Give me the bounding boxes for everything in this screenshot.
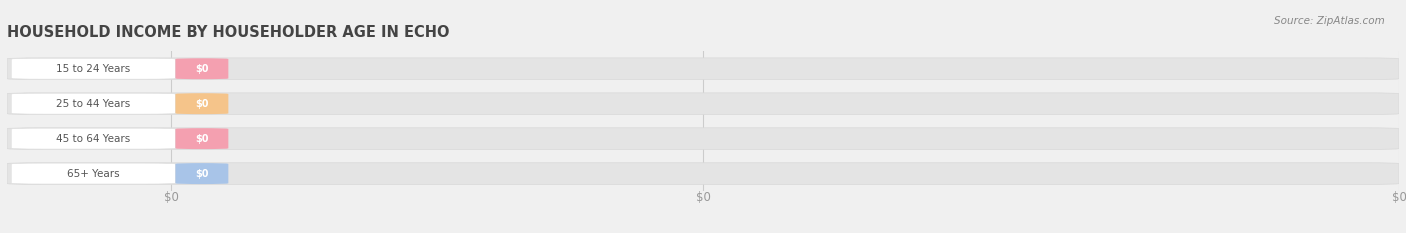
FancyBboxPatch shape [11, 58, 176, 79]
Text: $0: $0 [195, 134, 208, 144]
FancyBboxPatch shape [11, 128, 176, 149]
Text: $0: $0 [165, 191, 179, 204]
FancyBboxPatch shape [7, 93, 1399, 115]
Text: 65+ Years: 65+ Years [67, 169, 120, 178]
Text: $0: $0 [195, 169, 208, 178]
FancyBboxPatch shape [7, 163, 1399, 185]
FancyBboxPatch shape [176, 93, 228, 114]
FancyBboxPatch shape [7, 128, 1399, 150]
FancyBboxPatch shape [176, 128, 228, 149]
FancyBboxPatch shape [176, 58, 228, 79]
FancyBboxPatch shape [11, 163, 176, 184]
Text: 15 to 24 Years: 15 to 24 Years [56, 64, 131, 74]
Text: $0: $0 [195, 99, 208, 109]
FancyBboxPatch shape [7, 58, 1399, 80]
Text: HOUSEHOLD INCOME BY HOUSEHOLDER AGE IN ECHO: HOUSEHOLD INCOME BY HOUSEHOLDER AGE IN E… [7, 25, 450, 40]
Text: $0: $0 [1392, 191, 1406, 204]
FancyBboxPatch shape [11, 93, 176, 114]
Text: 25 to 44 Years: 25 to 44 Years [56, 99, 131, 109]
FancyBboxPatch shape [176, 163, 228, 184]
Text: $0: $0 [195, 64, 208, 74]
Text: Source: ZipAtlas.com: Source: ZipAtlas.com [1274, 16, 1385, 26]
Text: 45 to 64 Years: 45 to 64 Years [56, 134, 131, 144]
Text: $0: $0 [696, 191, 710, 204]
